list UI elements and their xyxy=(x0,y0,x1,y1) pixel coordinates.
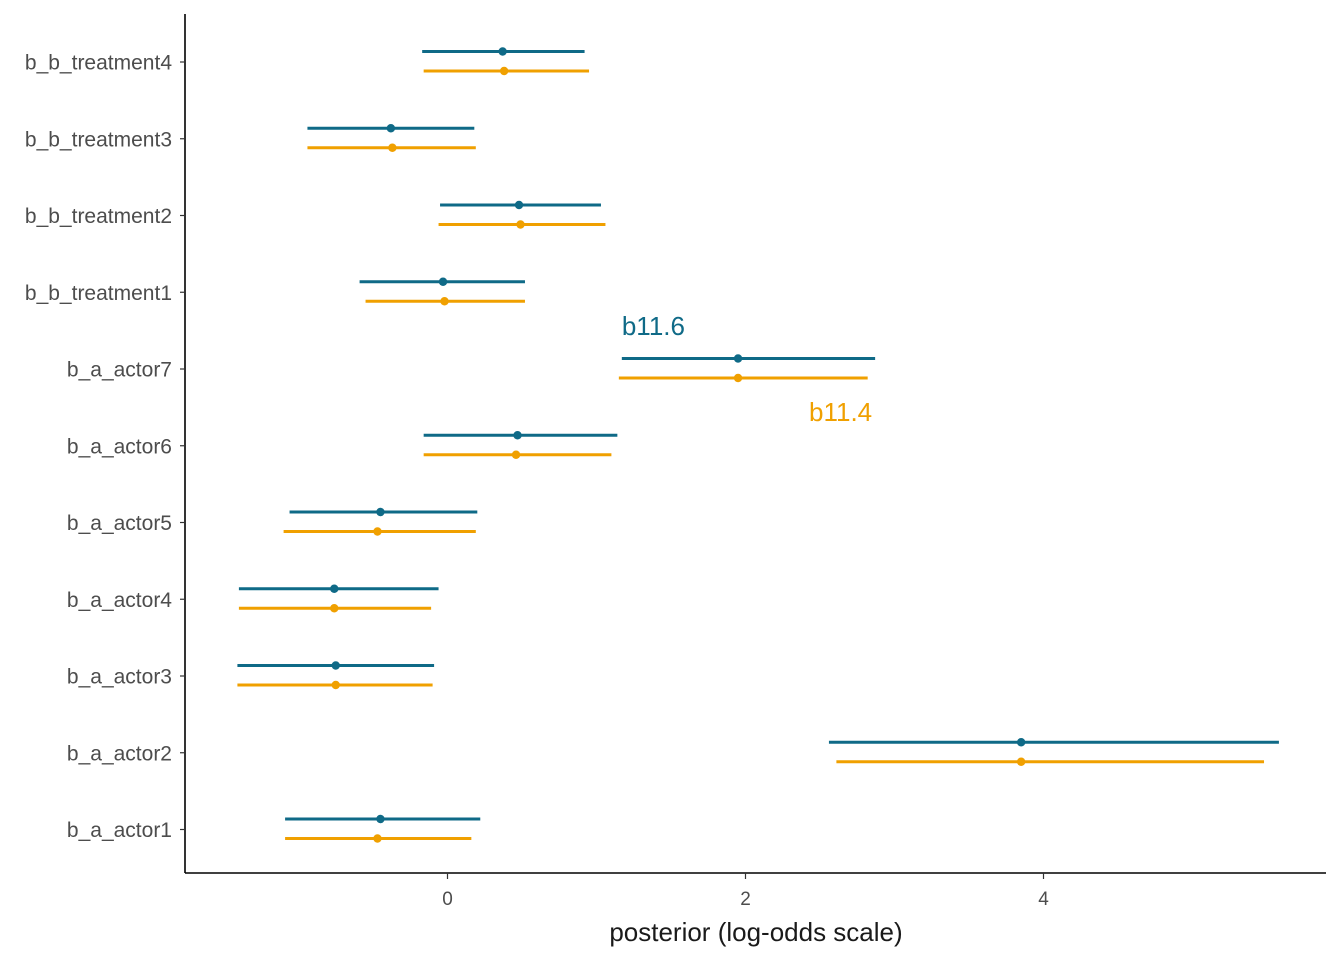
point-estimate xyxy=(1016,757,1026,766)
y-tick-label: b_b_treatment1 xyxy=(25,282,172,305)
point-estimate xyxy=(376,814,385,824)
y-tick-label: b_b_treatment3 xyxy=(25,128,172,151)
point-estimate xyxy=(373,834,382,843)
series-label: b11.4 xyxy=(809,397,872,427)
point-estimate xyxy=(513,431,522,440)
point-estimate xyxy=(373,527,382,536)
series-annotations: b11.6 b11.4 xyxy=(622,311,872,427)
point-estimate xyxy=(499,66,509,76)
x-tick-label: 2 xyxy=(740,889,751,910)
point-estimate xyxy=(331,680,340,690)
y-tick-label: b_a_actor5 xyxy=(67,512,172,535)
point-estimate xyxy=(514,200,524,210)
point-estimate xyxy=(376,507,385,517)
point-estimate xyxy=(733,373,743,383)
y-tick-label: b_b_treatment2 xyxy=(25,205,172,228)
point-estimate xyxy=(440,297,449,306)
x-tick-label: 4 xyxy=(1038,889,1049,910)
x-axis-ticks: 0 2 4 xyxy=(442,873,1049,910)
point-estimate xyxy=(330,584,339,593)
series-label: b11.6 xyxy=(622,311,685,341)
x-axis-title: posterior (log-odds scale) xyxy=(609,917,902,947)
point-estimate xyxy=(331,661,340,670)
point-estimate xyxy=(498,47,507,56)
plot-marks xyxy=(237,47,1279,843)
point-estimate xyxy=(733,354,743,363)
y-tick-label: b_a_actor2 xyxy=(67,742,172,765)
y-axis-labels: b_a_actor1 b_a_actor2 b_a_actor3 b_a_actor4… xyxy=(25,52,185,842)
y-tick-label: b_a_actor1 xyxy=(67,819,172,842)
point-estimate xyxy=(386,124,396,133)
y-tick-label: b_a_actor3 xyxy=(67,666,172,689)
point-estimate xyxy=(388,143,397,152)
point-estimate xyxy=(516,220,525,229)
point-estimate xyxy=(1016,738,1026,747)
point-estimate xyxy=(511,450,521,459)
y-tick-label: b_b_treatment4 xyxy=(25,52,172,75)
y-tick-label: b_a_actor7 xyxy=(67,359,172,382)
y-tick-label: b_a_actor6 xyxy=(67,435,172,458)
y-tick-label: b_a_actor4 xyxy=(67,589,172,612)
point-estimate xyxy=(330,604,339,613)
point-estimate xyxy=(438,277,448,286)
x-tick-label: 0 xyxy=(442,889,453,910)
